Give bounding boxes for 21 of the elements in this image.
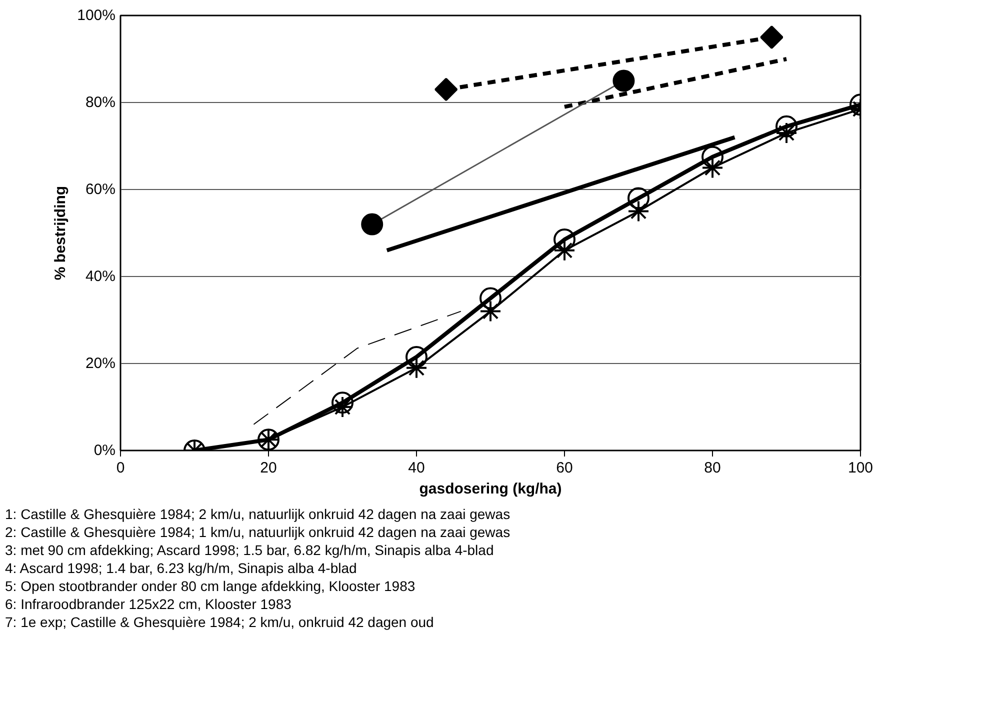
x-axis-title: gasdosering (kg/ha) — [419, 480, 562, 498]
text: 6: Infraroodbrander 125x22 cm, Klooster 1983 — [5, 595, 292, 613]
y-tick-label: 80% — [85, 94, 116, 111]
x-tick-label: 60 — [556, 460, 573, 476]
x-tick-label: 0 — [116, 460, 125, 476]
text: 3: met 90 cm afdekking; Ascard 1998; 1.5 bar, 6.82 kg/h/m, Sinapis alba 4-blad — [5, 541, 495, 559]
text: 4: Ascard 1998; 1.4 bar, 6.23 kg/h/m, Sinapis alba 4-blad — [5, 559, 358, 577]
y-tick-label: 0% — [94, 442, 116, 459]
x-tick-label: 100 — [848, 460, 874, 476]
y-tick-label: 100% — [77, 7, 116, 24]
y-tick-label: 40% — [85, 268, 116, 285]
text: 7: 1e exp; Castille & Ghesquière 1984; 2 km/u, onkruid 42 dagen oud — [5, 613, 435, 631]
x-tick-label: 40 — [408, 460, 425, 476]
text: 1: Castille & Ghesquière 1984; 2 km/u, natuurlijk onkruid 42 dagen na zaai gewas — [5, 505, 510, 523]
y-tick-label: 60% — [85, 181, 116, 198]
x-tick-label: 80 — [704, 460, 721, 476]
text: 5: Open stootbrander onder 80 cm lange afdekking, Klooster 1983 — [5, 577, 416, 595]
x-tick-label: 20 — [260, 460, 277, 476]
y-tick-label: 20% — [85, 355, 116, 372]
y-axis-title: % bestrijding — [52, 186, 70, 280]
text: 2: Castille & Ghesquière 1984; 1 km/u, natuurlijk onkruid 42 dagen na zaai gewas — [5, 523, 510, 541]
